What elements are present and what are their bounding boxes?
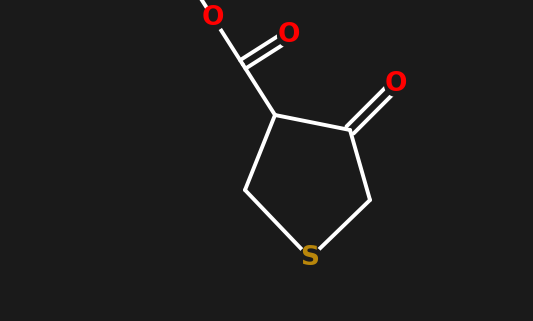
Text: O: O	[202, 5, 224, 31]
Text: O: O	[278, 22, 301, 48]
Text: O: O	[385, 71, 407, 97]
Text: S: S	[301, 245, 319, 271]
